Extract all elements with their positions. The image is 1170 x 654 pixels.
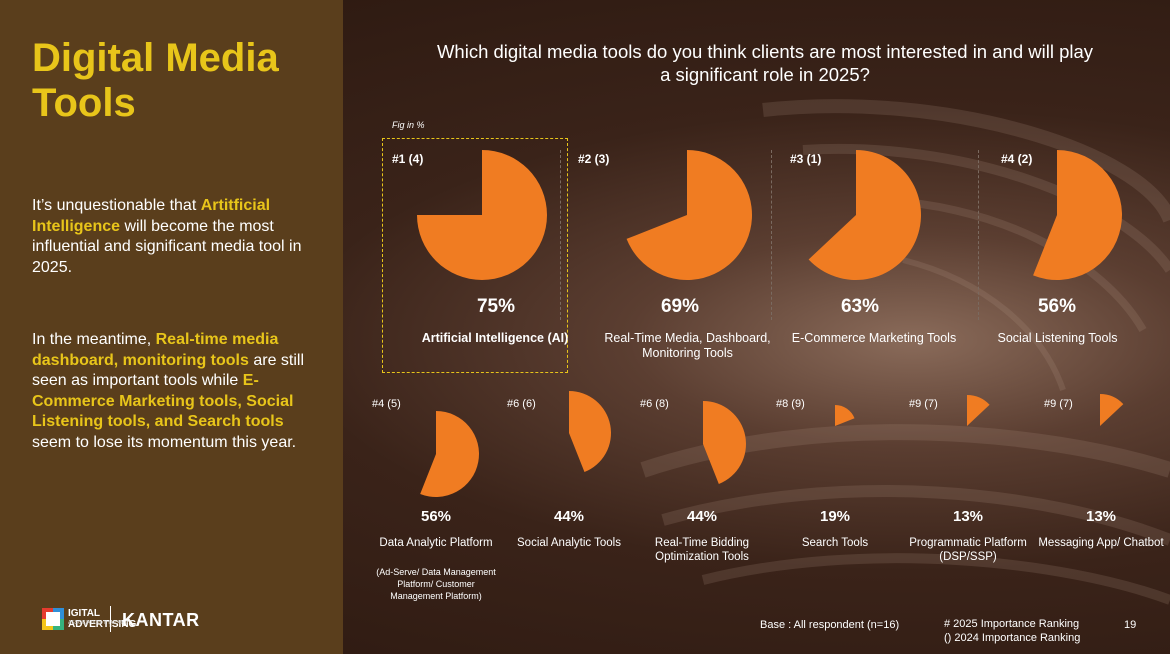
category-label: Search Tools — [801, 537, 869, 549]
rank-label: #4 (5) — [372, 398, 401, 410]
column-divider — [978, 150, 979, 320]
rank-label: #9 (7) — [1044, 398, 1073, 410]
body-text: will become the most influential and sig… — [32, 217, 302, 276]
logo-icon — [42, 608, 64, 630]
pie-slice — [1100, 394, 1124, 426]
legend-line-2025: # 2025 Importance Ranking — [944, 618, 1080, 630]
body-text: are still seen as important tools while — [32, 351, 305, 390]
rank-label: #8 (9) — [776, 398, 805, 410]
rank-label: #6 (8) — [640, 398, 669, 410]
detail-paragraph: In the meantime, Real-time media dashboa… — [32, 330, 312, 453]
rank-label: #4 (2) — [1001, 152, 1033, 166]
intro-paragraph: It’s unquestionable that Artitficial Int… — [32, 196, 312, 278]
category-label: Social Listening Tools — [997, 331, 1118, 345]
highlight-text: E-Commerce Marketing tools, Social Liste… — [32, 372, 294, 430]
category-label: Real-Time Bidding Optimization Tools — [654, 537, 750, 563]
pie-slice — [1033, 150, 1122, 280]
pie-slice — [703, 401, 746, 484]
rank-label: #2 (3) — [578, 152, 610, 166]
category-label: Programmatic Platform (DSP/SSP) — [909, 537, 1027, 563]
body-text: seem to lose its momentum this year. — [32, 433, 297, 451]
value-label: 44% — [686, 508, 718, 525]
column-divider — [771, 150, 772, 320]
left-panel — [0, 0, 343, 654]
ranking-legend: # 2025 Importance Ranking () 2024 Import… — [944, 617, 1080, 645]
category-label: Artificial Intelligence (AI) — [421, 331, 569, 345]
value-label: 44% — [553, 508, 585, 525]
category-label: Data Analytic Platform — [379, 537, 493, 549]
pie-slice — [808, 150, 922, 280]
column-divider — [560, 150, 561, 320]
pie-slice — [417, 150, 547, 280]
value-label: 13% — [952, 508, 984, 525]
body-text: It’s unquestionable that — [32, 197, 201, 214]
top-rank-highlight-box — [382, 138, 568, 373]
rank-label: #9 (7) — [909, 398, 938, 410]
value-label: 69% — [660, 296, 700, 317]
rank-label: #3 (1) — [790, 152, 822, 166]
pie-slice — [569, 391, 611, 473]
rank-label: #1 (4) — [392, 152, 424, 166]
pie-slice — [835, 405, 855, 426]
highlight-text: Real-time media dashboard, monitoring to… — [32, 331, 279, 369]
kantar-logo: KANTAR — [122, 610, 200, 630]
legend-line-2024: () 2024 Importance Ranking — [944, 632, 1081, 644]
category-label: Real-Time Media, Dashboard, Monitoring T… — [604, 331, 771, 360]
logo-tagline: ASSOCIATION THAILAND — [68, 620, 128, 626]
category-label: Messaging App/ Chatbot — [1038, 537, 1164, 549]
rank-label: #6 (6) — [507, 398, 536, 410]
category-label: E-Commerce Marketing Tools — [791, 331, 957, 345]
pie-slice — [967, 395, 990, 426]
page-title: Digital Media Tools — [32, 36, 279, 125]
category-label: Social Analytic Tools — [517, 537, 621, 549]
highlight-text: Artitficial Intelligence — [32, 197, 271, 235]
value-label: 13% — [1085, 508, 1117, 525]
base-note: Base : All respondent (n=16) — [760, 619, 900, 631]
value-label: 75% — [476, 296, 516, 317]
fig-unit-note: Fig in % — [392, 120, 425, 130]
pie-slice — [626, 150, 752, 280]
value-label: 56% — [420, 508, 452, 525]
page-number: 19 — [1124, 619, 1137, 631]
survey-question: Which digital media tools do you think c… — [436, 41, 1094, 85]
value-label: 56% — [1037, 296, 1077, 317]
body-text: In the meantime, — [32, 331, 156, 348]
category-sublabel: (Ad-Serve/ Data Management Platform/ Cus… — [376, 567, 496, 601]
value-label: 19% — [819, 508, 851, 525]
value-label: 63% — [840, 296, 880, 317]
pie-slice — [420, 411, 480, 497]
logo-separator — [110, 606, 111, 632]
logo-wordmark: IGITAL ADVERTISING — [68, 608, 137, 630]
